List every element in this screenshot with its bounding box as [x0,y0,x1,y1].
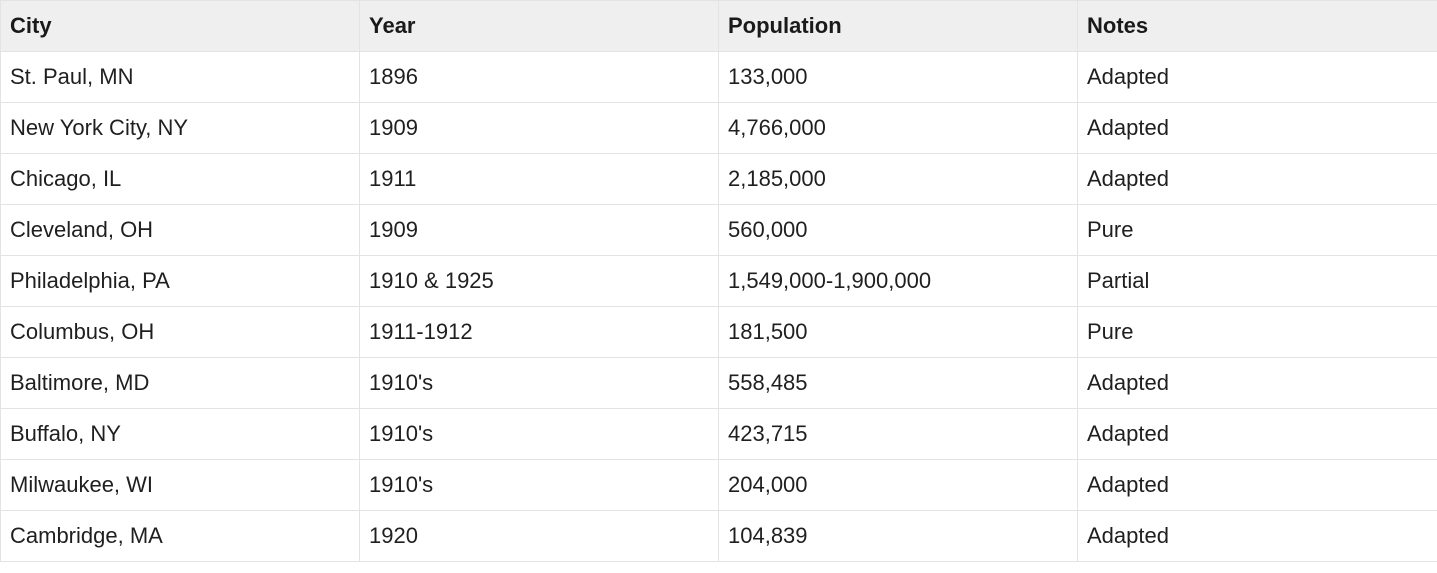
cell-notes: Adapted [1077,51,1437,103]
cell-year: 1920 [359,510,719,562]
cell-city: Buffalo, NY [0,408,360,460]
cell-year: 1911-1912 [359,306,719,358]
cell-notes: Partial [1077,255,1437,307]
cell-population: 204,000 [718,459,1078,511]
cell-population: 4,766,000 [718,102,1078,154]
header-year: Year [359,0,719,52]
cell-population: 181,500 [718,306,1078,358]
cell-notes: Adapted [1077,153,1437,205]
header-population: Population [718,0,1078,52]
cell-city: New York City, NY [0,102,360,154]
cell-city: Columbus, OH [0,306,360,358]
cell-year: 1910 & 1925 [359,255,719,307]
cell-year: 1910's [359,459,719,511]
cell-notes: Adapted [1077,102,1437,154]
table-row: Chicago, IL 1911 2,185,000 Adapted [0,153,1437,205]
cell-year: 1910's [359,408,719,460]
header-city: City [0,0,360,52]
cell-city: Milwaukee, WI [0,459,360,511]
cell-year: 1911 [359,153,719,205]
table-row: Baltimore, MD 1910's 558,485 Adapted [0,357,1437,409]
cell-population: 104,839 [718,510,1078,562]
table-row: Buffalo, NY 1910's 423,715 Adapted [0,408,1437,460]
cell-notes: Adapted [1077,459,1437,511]
table-row: Cambridge, MA 1920 104,839 Adapted [0,510,1437,562]
cell-city: St. Paul, MN [0,51,360,103]
cell-notes: Pure [1077,204,1437,256]
cell-notes: Adapted [1077,510,1437,562]
cell-city: Baltimore, MD [0,357,360,409]
cell-population: 560,000 [718,204,1078,256]
cell-notes: Adapted [1077,408,1437,460]
cell-population: 423,715 [718,408,1078,460]
cell-city: Chicago, IL [0,153,360,205]
cell-population: 558,485 [718,357,1078,409]
cell-city: Cambridge, MA [0,510,360,562]
table-row: Milwaukee, WI 1910's 204,000 Adapted [0,459,1437,511]
cell-notes: Pure [1077,306,1437,358]
cell-year: 1909 [359,102,719,154]
cell-year: 1909 [359,204,719,256]
table-header: City Year Population Notes [0,0,1437,52]
table-row: St. Paul, MN 1896 133,000 Adapted [0,51,1437,103]
header-row: City Year Population Notes [0,0,1437,52]
cell-year: 1910's [359,357,719,409]
header-notes: Notes [1077,0,1437,52]
cell-population: 1,549,000-1,900,000 [718,255,1078,307]
table-row: Cleveland, OH 1909 560,000 Pure [0,204,1437,256]
cell-year: 1896 [359,51,719,103]
cell-city: Philadelphia, PA [0,255,360,307]
table-row: New York City, NY 1909 4,766,000 Adapted [0,102,1437,154]
cell-notes: Adapted [1077,357,1437,409]
cell-population: 133,000 [718,51,1078,103]
table-body: St. Paul, MN 1896 133,000 Adapted New Yo… [0,51,1437,562]
table-row: Columbus, OH 1911-1912 181,500 Pure [0,306,1437,358]
table-row: Philadelphia, PA 1910 & 1925 1,549,000-1… [0,255,1437,307]
cell-population: 2,185,000 [718,153,1078,205]
cell-city: Cleveland, OH [0,204,360,256]
